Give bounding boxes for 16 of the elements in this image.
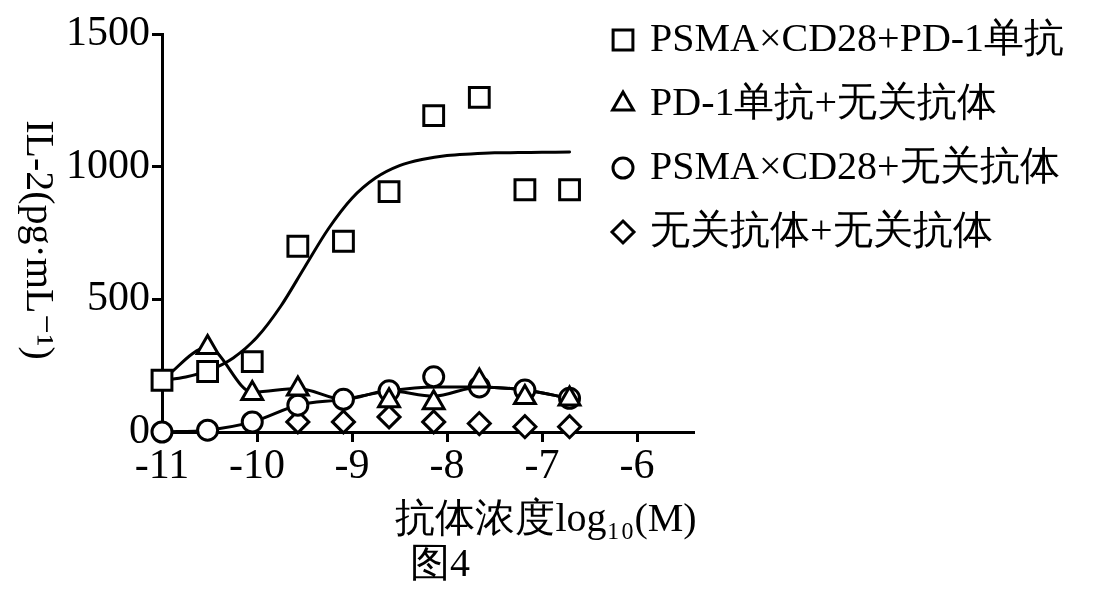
x-tick-label: -9 (334, 441, 370, 488)
legend-label: PSMA×CD28+无关抗体 (650, 142, 1060, 188)
legend-label: PSMA×CD28+PD-1单抗 (650, 14, 1065, 60)
y-tick-label: 1500 (66, 8, 150, 55)
y-tick-label: 0 (129, 406, 150, 453)
x-tick-label: -10 (229, 441, 285, 488)
x-tick-label: -7 (524, 441, 560, 488)
x-axis-title: 抗体浓度log₁₀(M) (395, 494, 697, 540)
legend-label: 无关抗体+无关抗体 (650, 206, 993, 252)
y-tick-label: 500 (87, 273, 150, 320)
x-tick-label: -8 (429, 441, 465, 488)
x-tick-label: -6 (619, 441, 655, 488)
y-axis-title: IL-2(pg·mL⁻¹) (17, 120, 63, 360)
y-tick-label: 1000 (66, 140, 150, 187)
caption: 图4 (410, 539, 470, 585)
legend-label: PD-1单抗+无关抗体 (650, 78, 998, 124)
